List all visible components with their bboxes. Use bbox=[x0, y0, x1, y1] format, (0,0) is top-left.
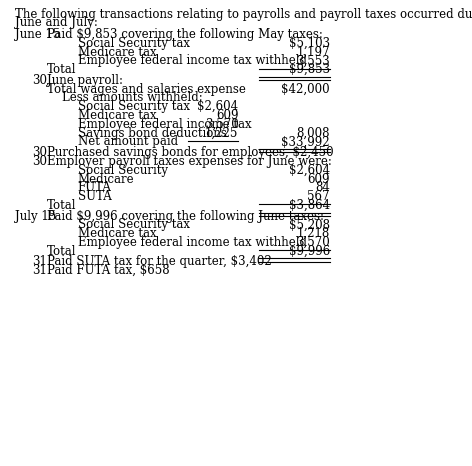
Text: 31: 31 bbox=[32, 255, 47, 268]
Text: Paid $9,853 covering the following May taxes:: Paid $9,853 covering the following May t… bbox=[47, 28, 323, 41]
Text: June payroll:: June payroll: bbox=[47, 74, 123, 87]
Text: Employee federal income tax: Employee federal income tax bbox=[77, 118, 251, 131]
Text: $9,853: $9,853 bbox=[289, 63, 330, 76]
Text: Medicare tax: Medicare tax bbox=[77, 46, 156, 59]
Text: Social Security tax: Social Security tax bbox=[77, 100, 190, 113]
Text: 30: 30 bbox=[32, 74, 47, 87]
Text: Paid SUTA tax for the quarter, $3,402: Paid SUTA tax for the quarter, $3,402 bbox=[47, 255, 272, 268]
Text: $2,604: $2,604 bbox=[289, 164, 330, 177]
Text: June 15: June 15 bbox=[15, 28, 60, 41]
Text: The following transactions relating to payrolls and payroll taxes occurred durin: The following transactions relating to p… bbox=[15, 7, 472, 21]
Text: $2,604: $2,604 bbox=[197, 100, 238, 113]
Text: $5,103: $5,103 bbox=[289, 37, 330, 50]
Text: Medicare tax: Medicare tax bbox=[77, 227, 156, 240]
Text: Employee federal income tax withheld: Employee federal income tax withheld bbox=[77, 236, 307, 249]
Text: 31: 31 bbox=[32, 264, 47, 277]
Text: 3,553: 3,553 bbox=[296, 55, 330, 68]
Text: June and July:: June and July: bbox=[15, 16, 98, 29]
Text: $33,992: $33,992 bbox=[281, 136, 330, 149]
Text: July 15: July 15 bbox=[15, 210, 56, 223]
Text: 1,197: 1,197 bbox=[296, 46, 330, 59]
Text: Medicare tax: Medicare tax bbox=[77, 109, 156, 122]
Text: 609: 609 bbox=[216, 109, 238, 122]
Text: $3,864: $3,864 bbox=[289, 199, 330, 212]
Text: Social Security tax: Social Security tax bbox=[77, 37, 190, 50]
Text: Net amount paid: Net amount paid bbox=[77, 136, 177, 149]
Text: 84: 84 bbox=[315, 181, 330, 194]
Text: Purchased savings bonds for employees, $2,450: Purchased savings bonds for employees, $… bbox=[47, 146, 334, 159]
Text: Paid $9,996 covering the following June taxes:: Paid $9,996 covering the following June … bbox=[47, 210, 324, 223]
Text: Total: Total bbox=[47, 63, 76, 76]
Text: $42,000: $42,000 bbox=[281, 82, 330, 96]
Text: Less amounts withheld:: Less amounts withheld: bbox=[62, 91, 203, 104]
Text: $5,208: $5,208 bbox=[289, 219, 330, 231]
Text: FUTA: FUTA bbox=[77, 181, 111, 194]
Text: Total: Total bbox=[47, 199, 76, 212]
Text: 1,218: 1,218 bbox=[296, 227, 330, 240]
Text: $9,996: $9,996 bbox=[288, 245, 330, 258]
Text: 30: 30 bbox=[32, 146, 47, 159]
Text: 30: 30 bbox=[32, 155, 47, 168]
Text: Employer payroll taxes expenses for June were:: Employer payroll taxes expenses for June… bbox=[47, 155, 332, 168]
Text: Savings bond deductions: Savings bond deductions bbox=[77, 127, 227, 140]
Text: Social Security tax: Social Security tax bbox=[77, 219, 190, 231]
Text: 3,570: 3,570 bbox=[296, 236, 330, 249]
Text: 3,570: 3,570 bbox=[205, 118, 238, 131]
Text: SUTA: SUTA bbox=[77, 190, 111, 203]
Text: 567: 567 bbox=[307, 190, 330, 203]
Text: Total: Total bbox=[47, 245, 76, 258]
Text: Paid FUTA tax, $658: Paid FUTA tax, $658 bbox=[47, 264, 170, 277]
Text: Employee federal income tax withheld: Employee federal income tax withheld bbox=[77, 55, 307, 68]
Text: 8,008: 8,008 bbox=[296, 127, 330, 140]
Text: Total wages and salaries expense: Total wages and salaries expense bbox=[47, 82, 246, 96]
Text: Medicare: Medicare bbox=[77, 172, 134, 185]
Text: Social Security: Social Security bbox=[77, 164, 168, 177]
Text: 609: 609 bbox=[307, 172, 330, 185]
Text: 1,225: 1,225 bbox=[205, 127, 238, 140]
